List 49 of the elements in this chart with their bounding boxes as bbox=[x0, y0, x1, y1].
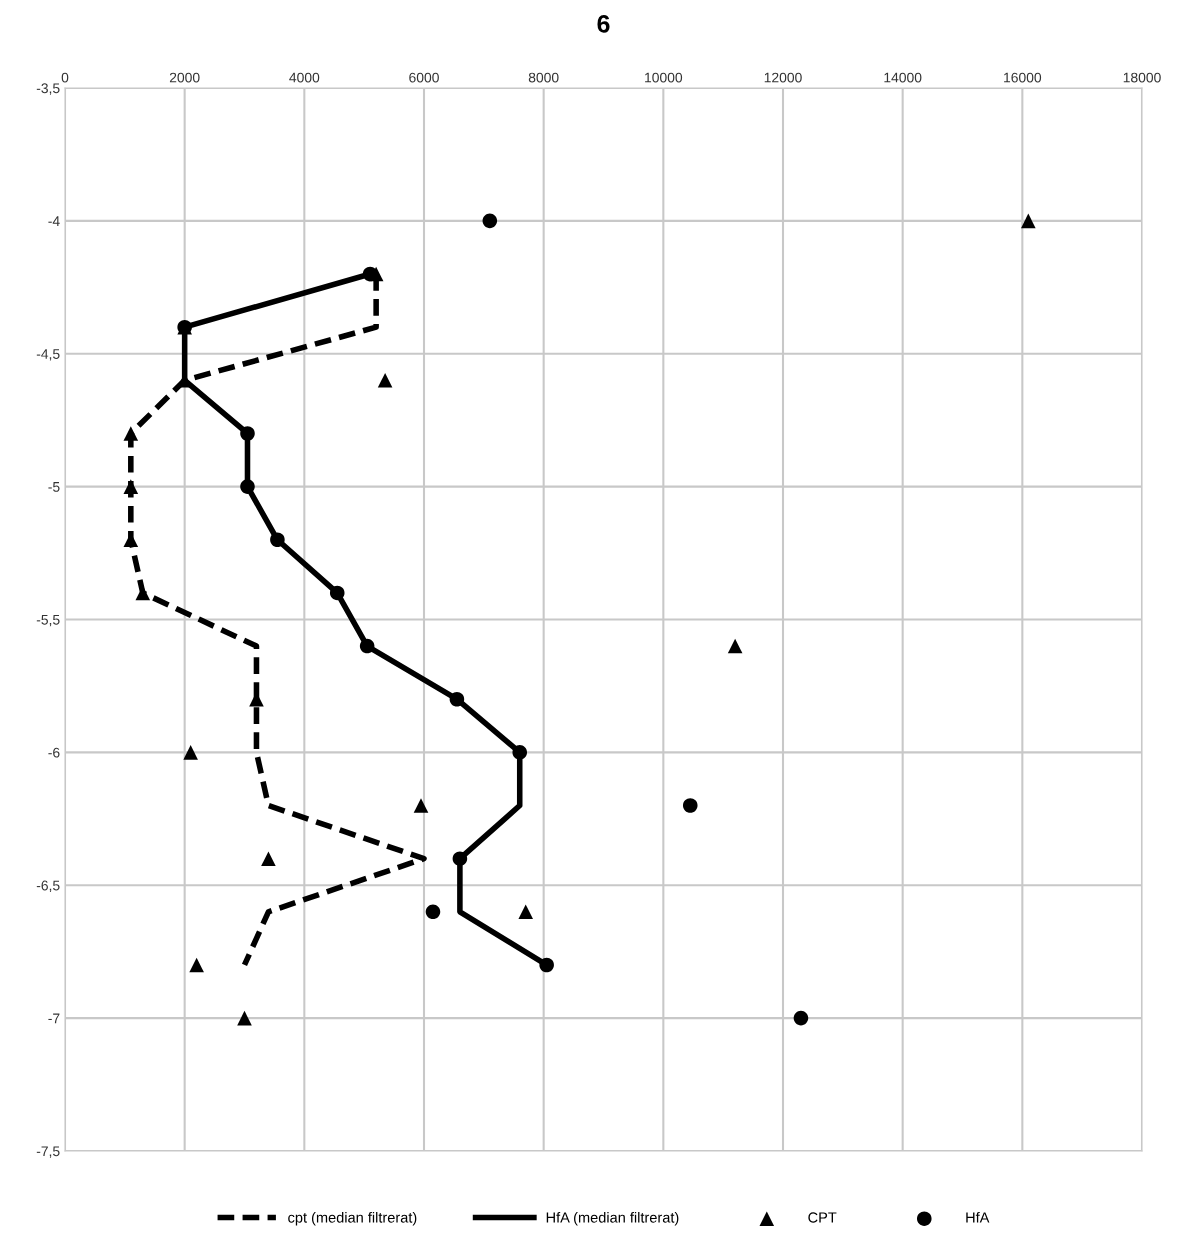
x-tick-label: 10000 bbox=[645, 72, 683, 83]
point bbox=[1021, 213, 1036, 229]
x-tick-label: 16000 bbox=[1004, 72, 1042, 83]
x-tick-label: 6000 bbox=[409, 72, 439, 83]
y-tick-label: -3,5 bbox=[36, 83, 60, 95]
x-tick-label: 12000 bbox=[764, 72, 802, 83]
point bbox=[240, 479, 255, 494]
point bbox=[183, 745, 198, 760]
point bbox=[237, 1010, 252, 1026]
point bbox=[793, 1010, 809, 1026]
y-tick-label: -6,5 bbox=[36, 880, 60, 893]
x-tick-label: 14000 bbox=[884, 72, 922, 83]
y-tick-label: -4 bbox=[48, 216, 60, 226]
point bbox=[452, 851, 468, 866]
y-tick-label: -5 bbox=[48, 482, 60, 492]
point bbox=[482, 213, 498, 229]
point bbox=[359, 638, 375, 654]
legend-label: CPT bbox=[808, 1212, 837, 1223]
x-tick-label: 4000 bbox=[289, 72, 320, 83]
point bbox=[727, 638, 743, 654]
point bbox=[449, 691, 465, 707]
x-tick-label: 2000 bbox=[169, 72, 200, 83]
point bbox=[512, 745, 528, 760]
point bbox=[518, 904, 533, 920]
legend-label: cpt (median filtrerat) bbox=[288, 1211, 417, 1226]
legend-label: HfA bbox=[966, 1211, 990, 1223]
point bbox=[123, 426, 139, 441]
point bbox=[261, 851, 276, 866]
y-tick-label: -6 bbox=[48, 747, 60, 758]
y-tick-label: -7 bbox=[48, 1013, 60, 1024]
x-tick-label: 0 bbox=[61, 72, 69, 83]
x-tick-label: 8000 bbox=[528, 72, 559, 83]
point bbox=[329, 585, 345, 601]
point bbox=[240, 426, 255, 441]
point bbox=[682, 798, 698, 813]
legend-label: HfA (median filtrerat) bbox=[546, 1211, 679, 1226]
point bbox=[270, 532, 285, 548]
point bbox=[425, 904, 441, 920]
point bbox=[123, 479, 139, 494]
y-tick-label: -5,5 bbox=[36, 614, 60, 627]
point bbox=[413, 798, 429, 813]
y-tick-label: -7,5 bbox=[36, 1146, 60, 1158]
point bbox=[377, 373, 393, 388]
x-tick-label: 18000 bbox=[1123, 72, 1161, 83]
point bbox=[539, 957, 554, 973]
y-tick-label: -4,5 bbox=[36, 349, 60, 361]
point bbox=[189, 957, 204, 973]
point bbox=[362, 266, 378, 282]
chart-title: 6 bbox=[597, 14, 610, 33]
